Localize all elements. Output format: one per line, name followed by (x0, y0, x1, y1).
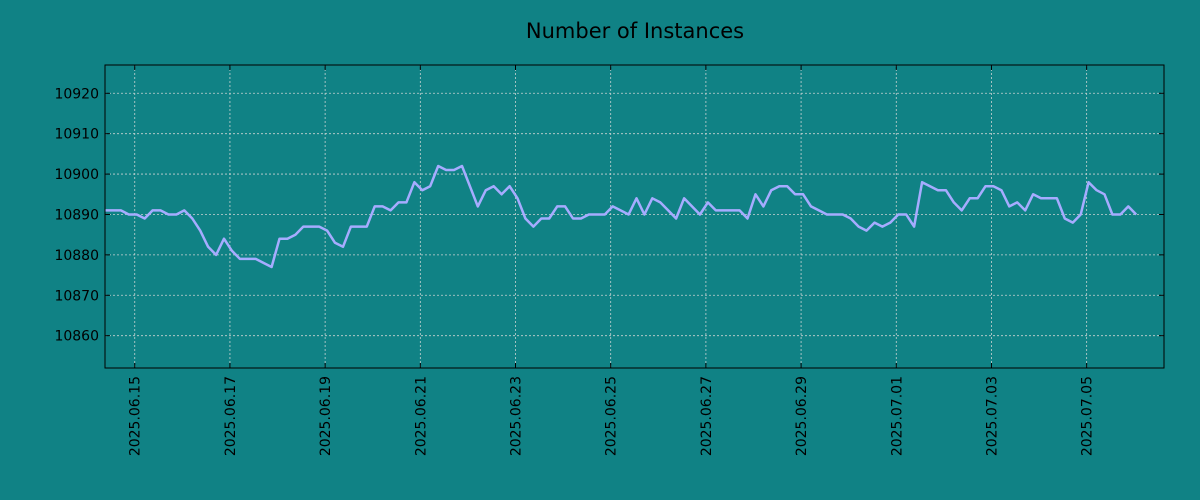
y-tick-label: 10920 (54, 86, 99, 102)
y-tick-label: 10900 (54, 167, 99, 183)
x-tick-label: 2025.06.21 (413, 376, 429, 456)
y-tick-label: 10880 (54, 248, 99, 264)
y-tick-label: 10890 (54, 207, 99, 223)
y-tick-label: 10870 (54, 288, 99, 304)
series-line (105, 164, 1138, 269)
x-tick-label: 2025.06.15 (128, 376, 144, 456)
grid (105, 65, 1164, 368)
x-tick-label: 2025.06.19 (318, 376, 334, 456)
x-tick-label: 2025.06.29 (794, 376, 810, 456)
y-tick-label: 10860 (54, 329, 99, 345)
axes: 10860 10870 10880 10890 10900 10910 10920 2025.… (54, 65, 1164, 456)
x-tick-label: 2025.06.25 (604, 376, 620, 456)
x-tick-label: 2025.07.03 (984, 376, 1000, 456)
chart-title: Number of Instances (526, 19, 744, 43)
x-tick-label: 2025.06.23 (509, 376, 525, 456)
x-tick-label: 2025.06.17 (223, 376, 239, 456)
x-tick-label: 2025.07.05 (1080, 376, 1096, 456)
x-tick-label: 2025.06.27 (699, 376, 715, 456)
series-layer (105, 164, 1138, 269)
x-tick-label: 2025.07.01 (889, 376, 905, 456)
y-tick-label: 10910 (54, 127, 99, 143)
plot-frame (104, 64, 1165, 369)
